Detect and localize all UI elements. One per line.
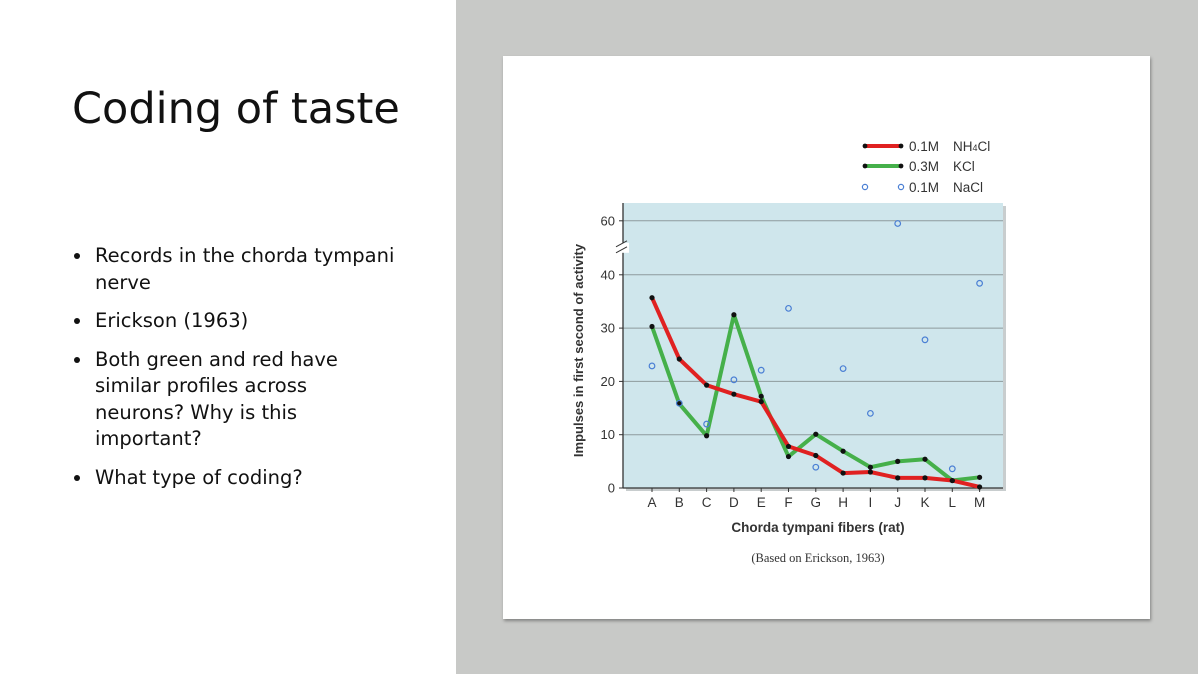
bullet-item: Records in the chorda tympani nerve [72, 243, 402, 296]
x-tick-label: C [702, 495, 712, 510]
x-axis-title: Chorda tympani fibers (rat) [731, 520, 904, 535]
data-point-nacl [921, 336, 929, 344]
text-panel: Coding of taste Records in the chorda ty… [0, 0, 456, 674]
data-point-nacl [948, 465, 956, 473]
plot-area [623, 203, 1003, 488]
legend-marker-kcl [898, 163, 904, 169]
x-tick-label: J [894, 495, 901, 510]
bullet-text: Records in the chorda tympani nerve [95, 244, 395, 294]
x-tick-label: I [869, 495, 873, 510]
data-point-nh4cl [649, 295, 655, 301]
data-point-kcl [867, 464, 873, 470]
chart-caption: (Based on Erickson, 1963) [751, 551, 884, 565]
x-tick-label: A [647, 495, 656, 510]
data-point-nacl [839, 365, 847, 373]
axis-break-mark [615, 240, 628, 248]
data-point-nacl [867, 409, 874, 417]
x-tick-label: F [784, 495, 792, 510]
bullet-item: Both green and red have similar profiles… [72, 347, 402, 453]
data-point-nacl [675, 399, 683, 407]
data-point-kcl [895, 458, 901, 464]
data-point-nh4cl [704, 382, 710, 388]
data-point-nh4cl [949, 477, 955, 484]
data-point-kcl [758, 393, 764, 399]
data-point-nh4cl [731, 391, 737, 397]
data-point-nacl [703, 420, 711, 428]
data-point-nh4cl [977, 484, 983, 490]
data-point-nh4cl [758, 399, 764, 405]
data-point-nacl [757, 366, 765, 374]
bullet-dot-icon [74, 318, 80, 324]
y-tick-label: 0 [608, 481, 615, 496]
legend-marker-nh4cl [898, 143, 904, 149]
data-point-nh4cl [840, 470, 846, 476]
legend-marker-nacl [861, 183, 869, 191]
legend-marker-kcl [862, 163, 868, 169]
data-point-nh4cl [922, 475, 928, 481]
data-point-kcl [785, 453, 792, 460]
legend-label-kcl: 0.3M KCl [909, 159, 975, 174]
data-point-nacl [894, 220, 902, 227]
axis-break-mark [615, 246, 628, 254]
data-point-nh4cl [785, 443, 792, 450]
data-point-nacl [812, 463, 820, 471]
legend-label-nacl: 0.1M NaCl [909, 180, 983, 195]
legend-concentration: 0.1M [909, 139, 939, 154]
bullet-text: Erickson (1963) [95, 309, 249, 332]
axis-break-gap [617, 242, 629, 253]
figure-card: 0 10 20 30 40 60 A B C D E F G H I J K L M Chorda tympani f… [503, 56, 1150, 619]
x-tick-label: L [949, 495, 957, 510]
legend-concentration: 0.1M [909, 180, 939, 195]
y-tick-label: 60 [601, 213, 615, 228]
legend-compound: NH [953, 139, 973, 154]
legend-compound: NaCl [953, 180, 983, 195]
legend-marker-nh4cl [862, 143, 868, 149]
y-tick-label: 20 [601, 374, 615, 389]
data-point-kcl [649, 323, 655, 330]
data-point-nacl [730, 376, 738, 384]
data-point-kcl [922, 456, 928, 462]
y-axis-title: Impulses in first second of activity [571, 243, 586, 457]
data-point-nacl [648, 362, 656, 370]
x-tick-label: G [811, 495, 822, 510]
data-point-kcl [676, 401, 682, 407]
bullet-item: Erickson (1963) [72, 308, 402, 335]
legend-compound-tail: Cl [978, 139, 991, 154]
bullet-dot-icon [74, 253, 80, 259]
bullet-list: Records in the chorda tympani nerve Erick… [72, 243, 402, 503]
legend-label-nh4cl: 0.1M NH4Cl [909, 139, 990, 154]
bullet-text: What type of coding? [95, 465, 303, 489]
taste-coding-chart: 0 10 20 30 40 60 A B C D E F G H I J K L M Chorda tympani f… [571, 139, 1006, 565]
bullet-dot-icon [74, 356, 80, 363]
legend-marker-nacl [897, 183, 905, 191]
x-tick-label: E [757, 495, 766, 510]
legend-compound-subscript: 4 [973, 143, 978, 153]
bullet-dot-icon [74, 474, 80, 481]
y-tick-label: 40 [601, 267, 615, 282]
data-point-nh4cl [895, 475, 901, 481]
x-tick-label: H [838, 495, 848, 510]
legend-concentration: 0.3M [909, 159, 939, 174]
data-point-nacl [785, 304, 792, 312]
data-point-kcl [731, 312, 737, 318]
data-point-kcl [813, 431, 819, 437]
x-tick-label: D [729, 495, 739, 510]
x-tick-label: M [974, 495, 985, 510]
y-tick-label: 30 [601, 321, 615, 336]
data-point-nh4cl [813, 452, 819, 459]
data-point-kcl [840, 448, 846, 454]
slide-title: Coding of taste [72, 84, 400, 134]
bullet-text: Both green and red have similar profiles… [95, 347, 338, 451]
data-point-kcl [704, 433, 710, 439]
data-point-nacl [976, 279, 984, 287]
x-tick-label: B [675, 495, 684, 510]
bullet-item: What type of coding? [72, 465, 402, 492]
x-tick-label: K [920, 495, 929, 510]
legend-compound: KCl [953, 159, 975, 174]
y-tick-label: 10 [601, 427, 615, 442]
data-point-nh4cl [867, 469, 873, 475]
data-point-nh4cl [676, 356, 682, 362]
data-point-kcl [977, 474, 983, 480]
